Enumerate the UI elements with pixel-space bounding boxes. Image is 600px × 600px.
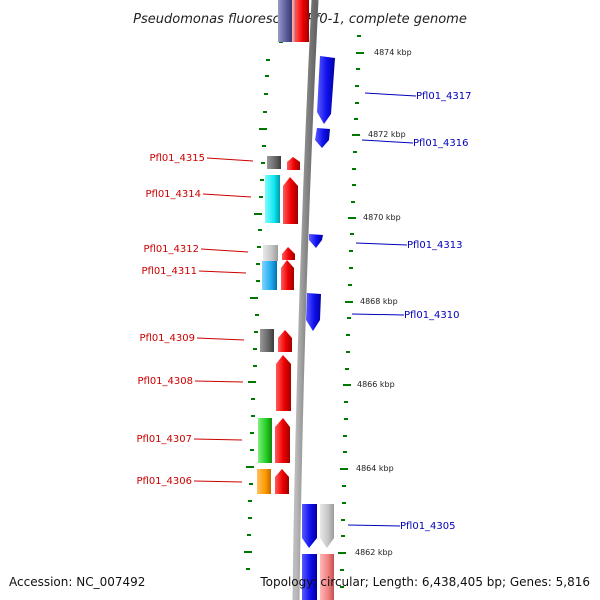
gene-block[interactable] — [258, 418, 272, 463]
gene-block[interactable] — [263, 245, 278, 261]
gene-block[interactable] — [265, 175, 280, 223]
right-gene-labels: Pfl01_4317 Pfl01_4316 Pfl01_4313 Pfl01_4… — [400, 91, 472, 532]
gene-arrow[interactable] — [278, 330, 292, 352]
outer-dotted-track — [338, 35, 364, 588]
gene-arrow[interactable] — [309, 234, 323, 248]
tick-label: 4862 kbp — [355, 548, 393, 557]
gene-label[interactable]: Pfl01_4306 — [136, 476, 192, 487]
genome-backbone — [292, 0, 319, 600]
gene-arrow[interactable] — [276, 355, 291, 411]
gene-arrow[interactable] — [317, 56, 335, 124]
tick-label: 4864 kbp — [356, 464, 394, 473]
gene-label[interactable]: Pfl01_4317 — [416, 91, 472, 102]
gene-block[interactable] — [320, 554, 334, 600]
tick-label: 4868 kbp — [360, 297, 398, 306]
left-gene-labels: Pfl01_4315 Pfl01_4314 Pfl01_4312 Pfl01_4… — [136, 153, 205, 487]
gene-label[interactable]: Pfl01_4312 — [143, 244, 199, 255]
gene-label[interactable]: Pfl01_4311 — [141, 266, 197, 277]
tick-labels: 4874 kbp 4872 kbp 4870 kbp 4868 kbp 4866… — [355, 48, 412, 557]
gene-block[interactable] — [257, 469, 271, 494]
gene-arrow[interactable] — [287, 157, 300, 170]
topology-text: Topology: circular; Length: 6,438,405 bp… — [259, 575, 590, 589]
gene-label[interactable]: Pfl01_4314 — [145, 189, 201, 200]
right-leader-lines — [347, 92, 417, 527]
gene-label[interactable]: Pfl01_4310 — [404, 310, 460, 321]
gene-arrow[interactable] — [283, 177, 298, 224]
left-leader-lines — [193, 157, 254, 483]
gene-label[interactable]: Pfl01_4313 — [407, 240, 463, 251]
gene-label[interactable]: Pfl01_4307 — [136, 434, 192, 445]
gene-arrow[interactable] — [315, 128, 330, 148]
gene-label[interactable]: Pfl01_4316 — [413, 138, 469, 149]
gene-block[interactable] — [260, 329, 274, 352]
tick-label: 4872 kbp — [368, 130, 406, 139]
gene-label[interactable]: Pfl01_4305 — [400, 521, 456, 532]
gene-arrow[interactable] — [282, 247, 295, 260]
gene-block[interactable] — [292, 0, 296, 42]
gene-block[interactable] — [302, 554, 317, 600]
gene-arrow[interactable] — [320, 504, 334, 548]
gene-arrow[interactable] — [275, 469, 289, 494]
cog-blocks — [257, 156, 281, 494]
tick-label: 4866 kbp — [357, 380, 395, 389]
forward-strand-genes — [302, 56, 335, 600]
gene-block[interactable] — [267, 156, 281, 169]
gene-arrow[interactable] — [302, 504, 317, 548]
gene-label[interactable]: Pfl01_4315 — [149, 153, 205, 164]
reverse-strand-genes — [275, 157, 300, 494]
gene-arrow[interactable] — [281, 260, 294, 290]
gene-arrow[interactable] — [306, 293, 321, 331]
tick-label: 4874 kbp — [374, 48, 412, 57]
gene-label[interactable]: Pfl01_4309 — [139, 333, 195, 344]
inner-dotted-track — [244, 41, 283, 570]
gene-arrow[interactable] — [275, 418, 290, 463]
gene-block[interactable] — [262, 261, 277, 290]
gene-label[interactable]: Pfl01_4308 — [137, 376, 193, 387]
gene-block[interactable] — [295, 0, 309, 42]
gene-block[interactable] — [278, 0, 292, 42]
accession-text: Accession: NC_007492 — [9, 575, 145, 589]
tick-label: 4870 kbp — [363, 213, 401, 222]
